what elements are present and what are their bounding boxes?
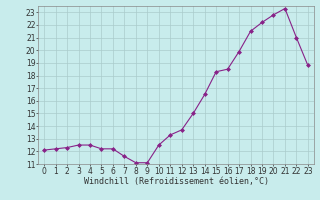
X-axis label: Windchill (Refroidissement éolien,°C): Windchill (Refroidissement éolien,°C)	[84, 177, 268, 186]
